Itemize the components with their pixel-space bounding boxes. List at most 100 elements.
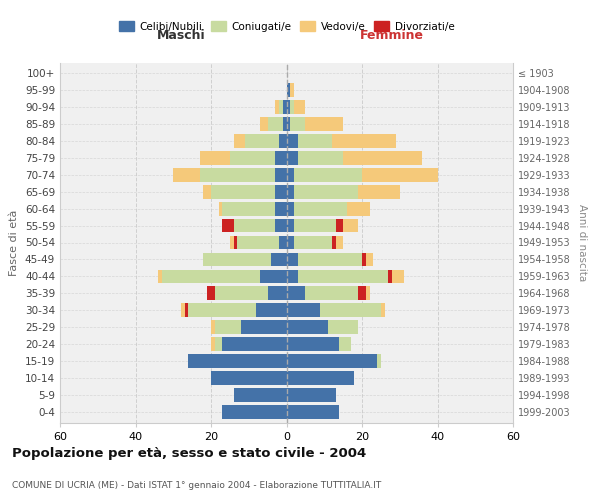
Bar [223,202,275,215]
Bar [340,338,350,351]
Bar [211,372,287,386]
Bar [298,134,332,147]
Bar [328,320,358,334]
Bar [287,286,305,300]
Bar [223,218,233,232]
Bar [268,116,283,130]
Bar [275,150,287,164]
Bar [203,184,211,198]
Bar [298,150,343,164]
Bar [215,320,241,334]
Bar [294,218,335,232]
Bar [287,406,340,419]
Bar [332,134,396,147]
Bar [230,236,233,250]
Bar [211,184,275,198]
Bar [173,168,200,181]
Bar [256,304,287,318]
Bar [377,354,381,368]
Bar [271,252,287,266]
Bar [358,286,366,300]
Bar [287,320,328,334]
Bar [381,304,385,318]
Bar [188,354,287,368]
Bar [275,168,287,181]
Bar [335,236,343,250]
Bar [287,252,298,266]
Bar [181,304,185,318]
Bar [268,286,287,300]
Bar [275,218,287,232]
Bar [218,202,223,215]
Bar [215,286,268,300]
Bar [287,168,294,181]
Bar [287,134,298,147]
Bar [294,100,305,114]
Bar [223,338,287,351]
Y-axis label: Anni di nascita: Anni di nascita [577,204,587,281]
Bar [343,218,358,232]
Bar [211,320,215,334]
Bar [200,150,230,164]
Bar [290,100,294,114]
Bar [238,236,279,250]
Bar [294,236,332,250]
Bar [347,202,370,215]
Bar [305,116,343,130]
Bar [362,168,437,181]
Bar [287,184,294,198]
Bar [233,218,275,232]
Bar [283,116,287,130]
Bar [200,168,275,181]
Bar [279,100,283,114]
Bar [158,270,162,283]
Bar [358,184,400,198]
Bar [260,270,287,283]
Bar [207,286,215,300]
Bar [188,304,256,318]
Bar [305,286,358,300]
Bar [215,338,223,351]
Bar [294,168,362,181]
Bar [287,82,290,96]
Bar [279,134,287,147]
Bar [260,116,268,130]
Bar [287,270,298,283]
Bar [362,252,366,266]
Bar [279,236,287,250]
Bar [287,218,294,232]
Y-axis label: Fasce di età: Fasce di età [10,210,19,276]
Bar [162,270,260,283]
Bar [275,100,279,114]
Bar [320,304,381,318]
Bar [290,82,294,96]
Bar [287,116,290,130]
Bar [287,388,335,402]
Bar [185,304,188,318]
Bar [283,100,287,114]
Bar [233,388,287,402]
Bar [203,252,271,266]
Text: COMUNE DI UCRIA (ME) - Dati ISTAT 1° gennaio 2004 - Elaborazione TUTTITALIA.IT: COMUNE DI UCRIA (ME) - Dati ISTAT 1° gen… [12,480,381,490]
Bar [298,270,388,283]
Bar [287,338,340,351]
Text: Femmine: Femmine [360,29,424,42]
Bar [366,252,373,266]
Bar [298,252,362,266]
Bar [287,236,294,250]
Bar [287,100,290,114]
Bar [366,286,370,300]
Bar [287,372,355,386]
Bar [275,202,287,215]
Bar [233,236,238,250]
Bar [332,236,335,250]
Bar [290,116,305,130]
Bar [294,202,347,215]
Legend: Celibi/Nubili, Coniugati/e, Vedovi/e, Divorziati/e: Celibi/Nubili, Coniugati/e, Vedovi/e, Di… [115,18,458,36]
Bar [287,304,320,318]
Bar [392,270,404,283]
Bar [230,150,275,164]
Text: Popolazione per età, sesso e stato civile - 2004: Popolazione per età, sesso e stato civil… [12,448,366,460]
Bar [287,354,377,368]
Bar [388,270,392,283]
